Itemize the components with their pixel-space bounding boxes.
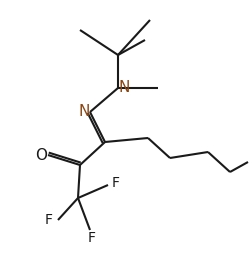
Text: O: O [35, 148, 47, 163]
Text: F: F [88, 231, 96, 245]
Text: N: N [78, 104, 89, 119]
Text: F: F [45, 213, 53, 227]
Text: N: N [118, 81, 129, 96]
Text: F: F [112, 176, 120, 190]
